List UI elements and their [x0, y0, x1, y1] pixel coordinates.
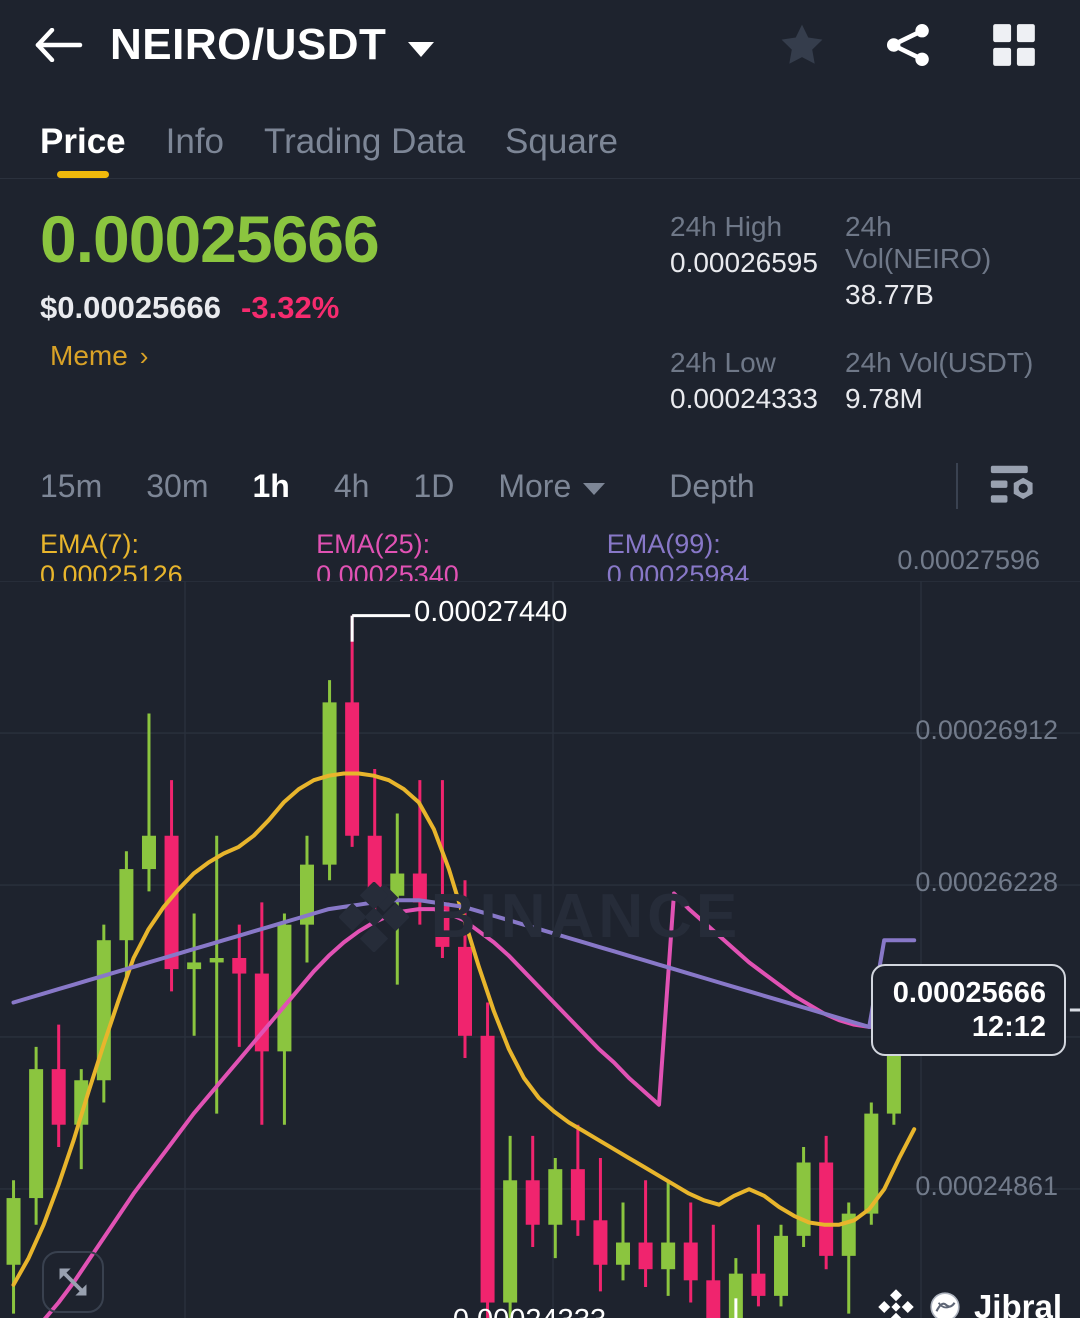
price-left: 0.00025666 $0.00025666 -3.32% Meme ›: [40, 202, 670, 443]
tabs-divider: [0, 178, 1080, 179]
tab-info[interactable]: Info: [165, 122, 225, 161]
main-tabs: Price Info Trading Data Square: [0, 90, 1080, 178]
stat-label: 24h High: [670, 211, 783, 242]
jibral-watermark: Jibral: [876, 1287, 1062, 1318]
tab-trading-data[interactable]: Trading Data: [264, 122, 466, 161]
back-button[interactable]: [30, 16, 88, 74]
price-secondary-row: $0.00025666 -3.32%: [40, 290, 670, 326]
chart-settings-icon: [990, 465, 1033, 503]
interval-30m[interactable]: 30m: [146, 467, 209, 504]
stat-low: 24h Low 0.00024333: [670, 347, 845, 443]
interval-4h[interactable]: 4h: [333, 467, 370, 504]
chart-low-annotation: 0.00024333: [453, 1304, 606, 1318]
stat-label: 24h Vol(USDT): [845, 347, 1034, 378]
ema-legend: EMA(7): 0.00025126 EMA(25): 0.00025340 E…: [0, 529, 1080, 590]
price-change-percent: -3.32%: [241, 290, 340, 326]
y-axis-top-label: 0.00027596: [897, 544, 1041, 575]
interval-right-group: [956, 462, 1040, 510]
stat-value: 38.77B: [845, 279, 934, 310]
price-usd: $0.00025666: [40, 290, 222, 326]
grid-icon: [993, 24, 1035, 66]
interval-more-label: More: [498, 467, 572, 504]
chevron-right-icon: ›: [139, 341, 149, 372]
fullscreen-button[interactable]: [42, 1251, 104, 1313]
interval-1h[interactable]: 1h: [252, 467, 290, 504]
y-axis-label: 0.00026228: [915, 867, 1058, 898]
grid-view-button[interactable]: [988, 20, 1040, 70]
jibral-mark-icon: [930, 1292, 960, 1318]
price-summary: 0.00025666 $0.00025666 -3.32% Meme › 24h…: [0, 179, 1080, 443]
category-tag[interactable]: Meme ›: [40, 340, 670, 372]
candlestick-chart[interactable]: BINANCE 0.00026912 0.00026228 0.00025545…: [0, 581, 1080, 1318]
stat-vol-base: 24h Vol(NEIRO) 38.77B: [845, 211, 1040, 339]
category-tag-label: Meme: [50, 340, 128, 372]
binance-diamond-icon: [878, 1289, 914, 1318]
interval-more[interactable]: More: [498, 467, 606, 505]
app-header: NEIRO/USDT: [0, 0, 1080, 90]
star-icon: [781, 24, 823, 64]
share-icon: [886, 23, 929, 67]
tab-price[interactable]: Price: [40, 122, 126, 178]
stat-vol-quote: 24h Vol(USDT) 9.78M: [845, 347, 1040, 443]
last-price-tag-time: 12:12: [971, 1011, 1046, 1044]
last-price-tag: 0.00025666 12:12: [870, 964, 1066, 1057]
arrow-left-icon: [35, 28, 83, 62]
stat-value: 0.00026595: [670, 247, 818, 278]
tab-square[interactable]: Square: [505, 122, 618, 161]
last-price: 0.00025666: [40, 202, 380, 276]
divider: [956, 463, 958, 509]
interval-selector: 15m 30m 1h 4h 1D More Depth: [0, 443, 1080, 529]
interval-15m[interactable]: 15m: [40, 467, 103, 504]
share-button[interactable]: [880, 19, 936, 71]
stat-value: 9.78M: [845, 383, 923, 414]
market-stats: 24h High 0.00026595 24h Vol(NEIRO) 38.77…: [670, 205, 1040, 443]
stat-label: 24h Low: [670, 347, 776, 378]
chart-high-annotation: 0.00027440: [414, 595, 568, 628]
depth-button[interactable]: Depth: [669, 467, 755, 504]
interval-1d[interactable]: 1D: [413, 467, 455, 504]
y-axis-label: 0.00026912: [915, 715, 1058, 746]
page-title: NEIRO/USDT: [110, 20, 387, 69]
y-axis-label: 0.00024861: [915, 1170, 1058, 1201]
stat-value: 0.00024333: [670, 383, 818, 414]
stat-high: 24h High 0.00026595: [670, 211, 845, 339]
chevron-down-icon[interactable]: [408, 41, 435, 57]
header-actions: [776, 19, 1050, 71]
expand-icon: [59, 1268, 87, 1296]
last-price-tag-value: 0.00025666: [892, 977, 1046, 1009]
stat-label: 24h Vol(NEIRO): [845, 211, 992, 274]
jibral-text: Jibral: [973, 1288, 1062, 1318]
chart-settings-button[interactable]: [986, 462, 1040, 510]
chevron-down-icon: [583, 483, 606, 495]
chart-canvas: [0, 581, 1080, 1318]
favorite-button[interactable]: [776, 20, 828, 70]
